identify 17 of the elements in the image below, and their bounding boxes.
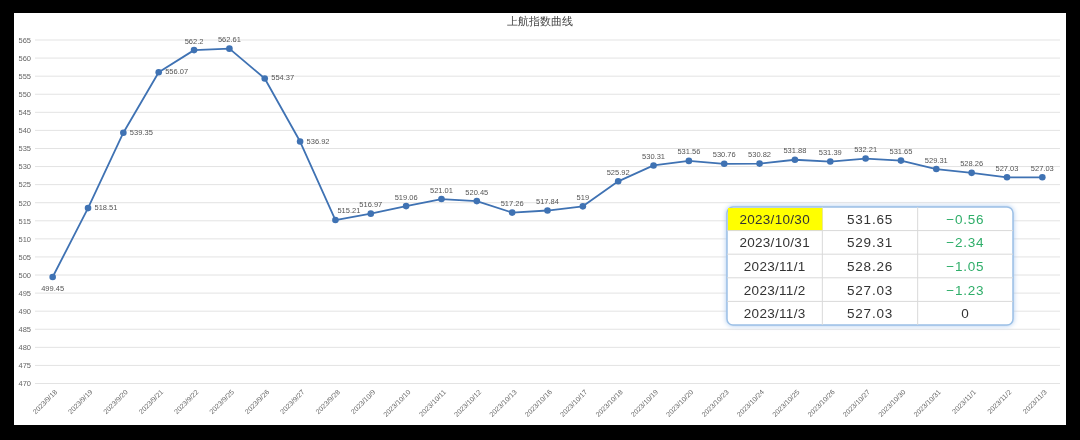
cell-value: 528.26: [846, 259, 894, 274]
title: 上航指数曲线: [507, 15, 573, 27]
cell-value: 527.03: [846, 306, 894, 322]
row-label: 2023/11/3: [743, 306, 806, 322]
cell-value: 527.03: [846, 282, 894, 298]
row-label: 2023/11/1: [743, 259, 806, 274]
cell-value: −2.34: [946, 235, 985, 251]
cell-value: 531.65: [846, 211, 894, 227]
row-label: 2023/10/31: [739, 235, 810, 251]
cell-value: −0.56: [946, 211, 985, 227]
cell-value: 0: [961, 306, 970, 322]
category-label: 2023/10/30: [739, 211, 810, 227]
row-label: 2023/11/2: [743, 282, 806, 298]
row-label: 2023/10/30: [728, 208, 823, 231]
cell-value: −1.05: [946, 259, 985, 274]
cell-value: −1.23: [946, 282, 985, 298]
cell-value: 529.31: [846, 235, 894, 251]
